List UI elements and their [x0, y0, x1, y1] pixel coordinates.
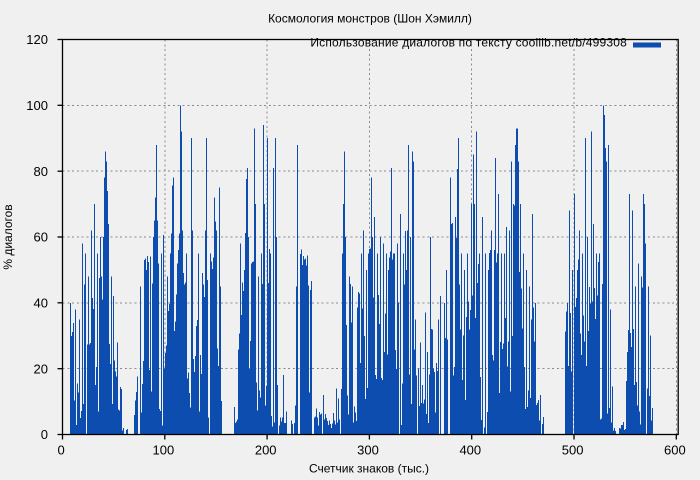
svg-text:600: 600	[664, 443, 686, 458]
svg-text:Космология монстров (Шон Хэмил: Космология монстров (Шон Хэмилл)	[268, 12, 472, 26]
svg-text:400: 400	[459, 443, 481, 458]
svg-text:300: 300	[357, 443, 379, 458]
svg-text:80: 80	[34, 164, 48, 179]
svg-text:100: 100	[153, 443, 175, 458]
svg-text:500: 500	[562, 443, 584, 458]
svg-text:100: 100	[26, 98, 48, 113]
svg-text:200: 200	[255, 443, 277, 458]
svg-text:40: 40	[34, 295, 48, 310]
svg-text:Счетчик знаков (тыс.): Счетчик знаков (тыс.)	[309, 462, 429, 476]
svg-text:% диалогов: % диалогов	[1, 204, 15, 269]
svg-text:Использование диалогов по текс: Использование диалогов по тексту coollib…	[310, 36, 627, 50]
svg-text:0: 0	[57, 443, 64, 458]
svg-text:20: 20	[34, 361, 48, 376]
svg-text:0: 0	[41, 427, 48, 442]
svg-text:60: 60	[34, 230, 48, 245]
svg-text:120: 120	[26, 32, 48, 47]
